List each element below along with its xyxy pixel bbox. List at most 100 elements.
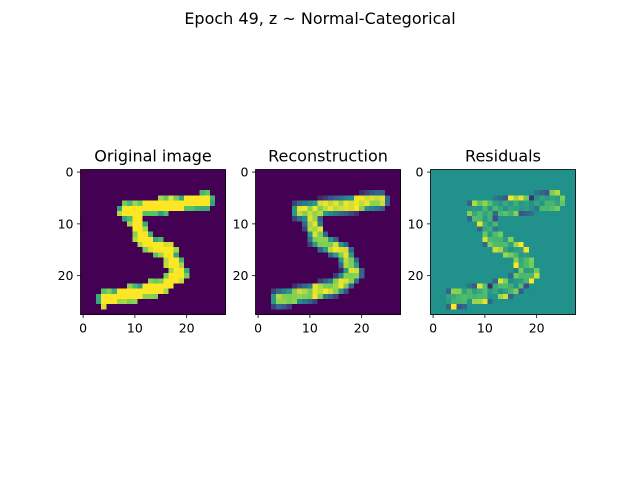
heatmap-cell (518, 293, 525, 300)
heatmap-cell (390, 195, 396, 201)
heatmap-cell (199, 169, 206, 175)
heatmap-cell (178, 293, 185, 300)
heatmap-cell (348, 309, 355, 315)
heatmap-cell (364, 221, 370, 227)
heatmap-cell (163, 169, 169, 175)
heatmap-cell (142, 231, 149, 238)
heatmap-cell (220, 231, 226, 238)
heatmap-cell (142, 304, 149, 310)
heatmap-cell (127, 267, 133, 274)
heatmap-cell (570, 262, 576, 269)
heatmap-cell (549, 288, 556, 295)
heatmap-cell (534, 273, 540, 279)
heatmap-cell (101, 283, 107, 289)
heatmap-cell (523, 236, 530, 243)
heatmap-cell (281, 179, 287, 186)
heatmap-cell (199, 304, 206, 310)
heatmap-cell (147, 262, 154, 269)
heatmap-cell (296, 221, 303, 227)
heatmap-cell (96, 236, 102, 243)
heatmap-cell (446, 273, 452, 279)
heatmap-cell (477, 205, 483, 212)
heatmap-cell (173, 169, 180, 175)
heatmap-cell (276, 262, 282, 269)
heatmap-cell (492, 267, 499, 274)
heatmap-cell (379, 169, 386, 175)
heatmap-cell (153, 221, 159, 227)
heatmap-cell (302, 288, 308, 295)
heatmap-cell (302, 236, 308, 243)
heatmap-cell (132, 169, 138, 175)
heatmap-cell (390, 205, 396, 212)
heatmap-cell (199, 221, 206, 227)
heatmap-cell (369, 216, 375, 222)
heatmap-cell (374, 169, 381, 175)
heatmap-cell (307, 298, 313, 305)
heatmap-cell (446, 278, 452, 284)
heatmap-cell (559, 179, 566, 186)
heatmap-cell (508, 257, 514, 264)
heatmap-cell (539, 185, 545, 191)
heatmap-cell (390, 236, 396, 243)
heatmap-cell (471, 267, 478, 274)
heatmap-cell (461, 262, 468, 269)
heatmap-cell (503, 267, 509, 274)
heatmap-cell (137, 236, 143, 243)
heatmap-cell (549, 190, 556, 196)
heatmap-cell (528, 247, 535, 253)
heatmap-cell (302, 231, 308, 238)
heatmap-cell (534, 174, 540, 181)
heatmap-cell (194, 179, 200, 186)
heatmap-cell (178, 231, 185, 238)
heatmap-cell (374, 226, 381, 232)
heatmap-cell (137, 278, 143, 284)
heatmap-cell (544, 242, 550, 248)
heatmap-cell (559, 190, 566, 196)
heatmap-cell (477, 169, 483, 175)
heatmap-cell (338, 236, 344, 243)
heatmap-cell (312, 298, 318, 305)
heatmap-cell (90, 174, 97, 181)
heatmap-cell (265, 231, 272, 238)
heatmap-cell (523, 252, 530, 258)
heatmap-cell (528, 267, 535, 274)
heatmap-cell (281, 195, 287, 201)
heatmap-cell (127, 298, 133, 305)
heatmap-cell (359, 185, 365, 191)
heatmap-cell (359, 210, 365, 217)
heatmap-cell (286, 210, 293, 217)
heatmap-cell (435, 221, 442, 227)
heatmap-cell (379, 174, 386, 181)
heatmap-cell (518, 190, 525, 196)
heatmap-cell (80, 309, 86, 315)
heatmap-cell (364, 195, 370, 201)
heatmap-cell (482, 231, 488, 238)
heatmap-cell (369, 221, 375, 227)
heatmap-cell (440, 293, 447, 300)
heatmap-cell (85, 273, 92, 279)
heatmap-cell (390, 262, 396, 269)
heatmap-cell (322, 169, 329, 175)
heatmap-cell (364, 283, 370, 289)
heatmap-cell (390, 252, 396, 258)
heatmap-cell (338, 247, 344, 253)
heatmap-cell (312, 257, 318, 264)
heatmap-cell (220, 205, 226, 212)
heatmap-cell (178, 304, 185, 310)
heatmap-cell (482, 262, 488, 269)
heatmap-cell (544, 205, 550, 212)
heatmap-cell (296, 174, 303, 181)
heatmap-cell (184, 262, 190, 269)
heatmap-cell (296, 231, 303, 238)
heatmap-cell (204, 190, 211, 196)
heatmap-cell (477, 252, 483, 258)
heatmap-cell (317, 283, 324, 289)
heatmap-cell (446, 304, 452, 310)
heatmap-cell (384, 205, 391, 212)
heatmap-cell (291, 288, 298, 295)
heatmap-cell (338, 190, 344, 196)
heatmap-cell (291, 174, 298, 181)
heatmap-cell (508, 262, 514, 269)
heatmap-cell (296, 247, 303, 253)
